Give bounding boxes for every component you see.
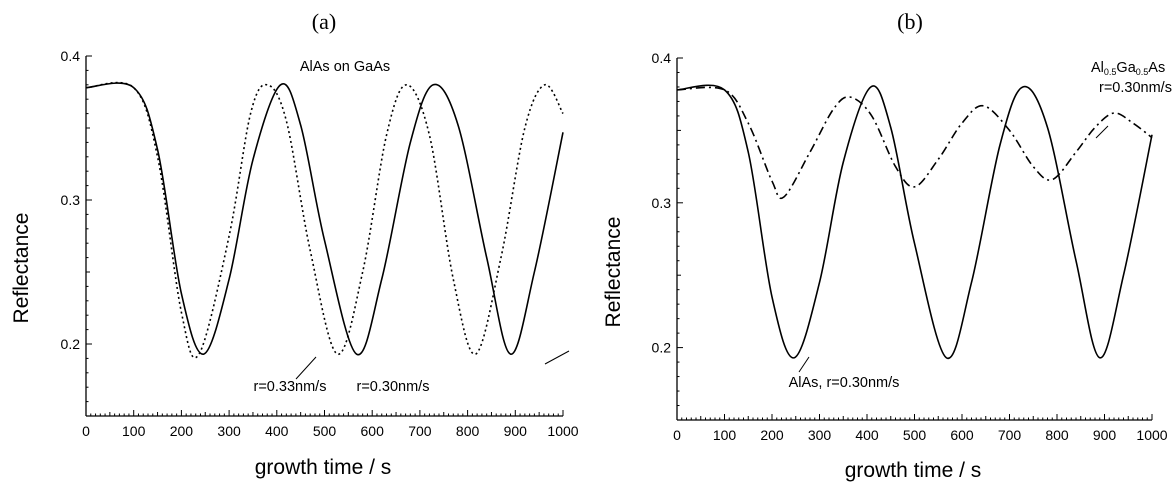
x-tick-label-a: 900 bbox=[504, 423, 528, 439]
panel-label-b: (b) bbox=[897, 9, 923, 34]
plot-area-b bbox=[676, 84, 1153, 359]
algaas-ga: Ga bbox=[1116, 60, 1136, 76]
x-tick-label-b: 900 bbox=[1093, 427, 1117, 443]
x-tick-label-b: 1000 bbox=[1136, 427, 1167, 443]
x-tick-label-a: 700 bbox=[408, 423, 432, 439]
panel-b: (b) Reflectance growth time / s 0 100 200 3… bbox=[602, 9, 1172, 482]
x-tick-label-b: 200 bbox=[760, 427, 784, 443]
plot-area-a bbox=[85, 81, 564, 359]
algaas-sub1: 0.5 bbox=[1104, 67, 1117, 77]
series-line-a-1 bbox=[85, 81, 564, 359]
algaas-sub2: 0.5 bbox=[1136, 67, 1149, 77]
y-tick-label-b: 0.2 bbox=[652, 340, 672, 356]
panel-label-a: (a) bbox=[312, 9, 336, 34]
x-tick-label-b: 300 bbox=[808, 427, 832, 443]
x-tick-label-b: 0 bbox=[673, 427, 681, 443]
x-tick-label-a: 800 bbox=[456, 423, 480, 439]
annotation-r033: r=0.33nm/s bbox=[254, 379, 327, 395]
y-tick-label-b: 0.3 bbox=[652, 195, 672, 211]
x-tick-label-b: 700 bbox=[998, 427, 1022, 443]
y-axis-title-a: Reflectance bbox=[10, 213, 33, 324]
series-line-b-1 bbox=[676, 86, 1153, 200]
annotation-r030: r=0.30nm/s bbox=[357, 379, 430, 395]
leader-line-algaas bbox=[1095, 125, 1109, 139]
algaas-al: Al bbox=[1091, 60, 1104, 76]
x-tick-label-b: 100 bbox=[713, 427, 737, 443]
x-tick-label-a: 100 bbox=[122, 423, 146, 439]
x-tick-label-a: 600 bbox=[361, 423, 385, 439]
leader-line-r033 bbox=[295, 356, 317, 380]
x-tick-label-a: 400 bbox=[265, 423, 289, 439]
x-axis-title-b: growth time / s bbox=[845, 459, 982, 482]
x-tick-label-a: 1000 bbox=[547, 423, 578, 439]
panel-a: (a) AlAs on GaAs Reflectance growth time… bbox=[10, 9, 579, 479]
y-tick-label-a: 0.4 bbox=[61, 48, 81, 64]
series-line-b-0 bbox=[676, 84, 1153, 359]
leader-line-alas bbox=[798, 356, 810, 373]
x-axis-title-a: growth time / s bbox=[255, 456, 392, 479]
annotation-algaas-rate: r=0.30nm/s bbox=[1099, 80, 1172, 96]
leader-line-r030 bbox=[544, 350, 570, 365]
x-tick-label-b: 400 bbox=[855, 427, 879, 443]
x-tick-label-b: 800 bbox=[1045, 427, 1069, 443]
x-tick-label-a: 0 bbox=[82, 423, 90, 439]
x-tick-label-a: 300 bbox=[217, 423, 241, 439]
x-tick-label-a: 500 bbox=[313, 423, 337, 439]
x-tick-label-a: 200 bbox=[170, 423, 194, 439]
y-axis-title-b: Reflectance bbox=[602, 217, 625, 328]
series-line-a-0 bbox=[85, 82, 564, 356]
annotation-algaas-formula: Al0.5Ga0.5As bbox=[1091, 60, 1165, 77]
y-tick-label-b: 0.4 bbox=[652, 50, 672, 66]
x-tick-label-b: 600 bbox=[950, 427, 974, 443]
y-tick-label-a: 0.2 bbox=[61, 336, 81, 352]
chart-title-a: AlAs on GaAs bbox=[300, 59, 390, 75]
axes-b: 0 100 200 300 400 500 600 700 800 900 1000 0.2 0.3 0.… bbox=[652, 50, 1168, 443]
annotation-alas: AlAs, r=0.30nm/s bbox=[789, 375, 900, 391]
axes-a: 0 100 200 300 400 500 600 700 800 900 1000 0.2 0.3 0.… bbox=[61, 48, 579, 439]
y-tick-label-a: 0.3 bbox=[61, 192, 81, 208]
x-tick-label-b: 500 bbox=[903, 427, 927, 443]
algaas-as: As bbox=[1148, 60, 1165, 76]
